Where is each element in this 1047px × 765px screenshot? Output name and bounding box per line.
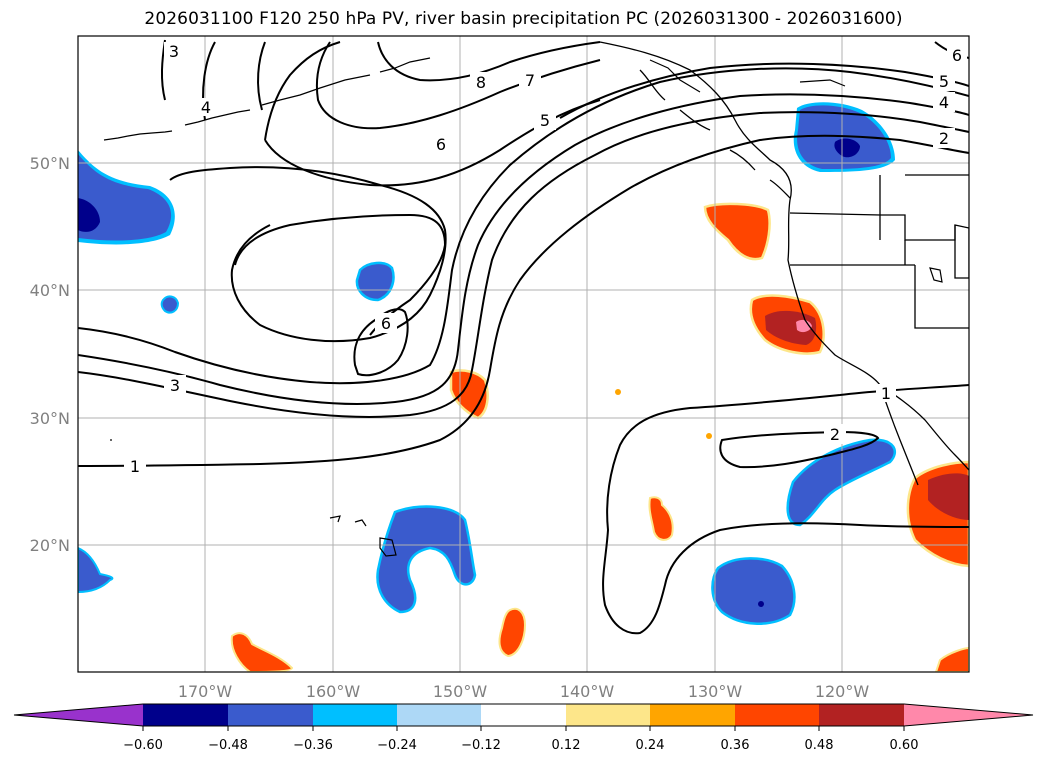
lon-label-120w: 120°W — [815, 682, 870, 701]
pv-contour-1-east — [602, 384, 969, 635]
pv-label: 2 — [830, 425, 840, 444]
pv-contour-6-small — [353, 308, 409, 377]
colorbar-tick-label: −0.60 — [123, 738, 163, 753]
pv-contour-3 — [78, 93, 969, 405]
precip-negative-region — [78, 546, 114, 594]
precip-negative-region-baja — [786, 438, 896, 527]
lat-label-50n: 50°N — [30, 154, 70, 173]
lon-label-170w: 170°W — [178, 682, 233, 701]
precip-positive-region-mexico — [906, 460, 969, 568]
pv-contour-1-west — [78, 134, 969, 467]
colorbar-segment — [313, 704, 397, 726]
lat-label-30n: 30°N — [30, 409, 70, 428]
colorbar-tick-label: 0.48 — [805, 738, 834, 753]
colorbar-tick-label: −0.36 — [293, 738, 333, 753]
colorbar-segment — [397, 704, 481, 726]
gridlines — [78, 36, 969, 672]
pv-label: 3 — [169, 42, 179, 61]
pv-label: 4 — [939, 93, 949, 112]
lon-label-160w: 160°W — [306, 682, 361, 701]
pv-contour-6-ring — [234, 213, 447, 336]
colorbar-tick-label: −0.48 — [208, 738, 248, 753]
pv-label: 1 — [881, 384, 891, 403]
colorbar: −0.60 −0.48 −0.36 −0.24 −0.12 0.12 0.24 … — [13, 703, 1034, 753]
pv-label: 7 — [525, 71, 535, 90]
lon-label-130w: 130°W — [688, 682, 743, 701]
pv-contour-2-east — [719, 430, 880, 469]
colorbar-extend-max — [904, 704, 1033, 726]
pv-label: 5 — [939, 72, 949, 91]
longitude-labels: 170°W 160°W 150°W 140°W 130°W 120°W — [178, 682, 870, 701]
pv-label: 5 — [540, 111, 550, 130]
coastlines — [599, 41, 969, 486]
pv-label: 6 — [381, 314, 391, 333]
precip-speck — [615, 389, 621, 395]
pv-contours — [78, 39, 969, 635]
precip-negative-region — [355, 261, 395, 302]
pv-contour-labels: 1 2 3 3 4 5 6 6 7 8 1 2 4 5 — [124, 42, 967, 476]
precip-speck — [706, 433, 712, 439]
pv-contour-2-west — [78, 111, 969, 418]
latitude-labels: 50°N 40°N 30°N 20°N — [30, 154, 70, 555]
colorbar-segment — [650, 704, 735, 726]
lat-label-20n: 20°N — [30, 536, 70, 555]
precip-anomaly-layer — [78, 102, 969, 672]
pv-contour-6-outer — [169, 166, 447, 343]
map-area: 1 2 3 3 4 5 6 6 7 8 1 2 4 5 — [78, 36, 969, 672]
islands — [103, 57, 943, 557]
precip-positive-region-california — [749, 294, 825, 355]
colorbar-segment — [143, 704, 228, 726]
lat-label-40n: 40°N — [30, 281, 70, 300]
colorbar-extend-min — [14, 704, 143, 726]
colorbar-tick-label: −0.24 — [377, 738, 417, 753]
precip-positive-region — [230, 632, 294, 672]
precip-positive-region — [648, 496, 674, 541]
pv-label: 6 — [952, 46, 962, 65]
precip-negative-region — [711, 557, 796, 625]
pv-contour-4 — [78, 67, 969, 385]
colorbar-tick-label: 0.12 — [552, 738, 581, 753]
colorbar-segment — [481, 704, 566, 726]
pv-label: 8 — [476, 73, 486, 92]
pv-contour-5-top — [257, 41, 266, 111]
colorbar-segment — [735, 704, 819, 726]
colorbar-tick-label: 0.60 — [890, 738, 919, 753]
colorbar-tick-label: 0.36 — [721, 738, 750, 753]
precip-positive-region — [703, 202, 771, 261]
lon-label-150w: 150°W — [433, 682, 488, 701]
precip-positive-region — [498, 607, 527, 658]
pv-label: 1 — [130, 457, 140, 476]
precip-negative-region — [160, 295, 180, 314]
lon-label-140w: 140°W — [560, 682, 615, 701]
precip-positive-region — [934, 646, 969, 672]
precip-negative-region-west — [78, 150, 175, 245]
pv-contour-6-top — [264, 41, 341, 141]
pv-label: 3 — [170, 376, 180, 395]
colorbar-tick-label: −0.12 — [461, 738, 501, 753]
chart-title: 2026031100 F120 250 hPa PV, river basin … — [144, 9, 903, 29]
colorbar-segment — [228, 704, 313, 726]
pv-label: 4 — [201, 98, 211, 117]
precip-negative-region-hawaii — [376, 505, 477, 614]
colorbar-segment — [819, 704, 904, 726]
pv-label: 6 — [436, 135, 446, 154]
pv-label: 2 — [939, 129, 949, 148]
colorbar-segment — [566, 704, 650, 726]
map-frame — [77, 35, 970, 673]
colorbar-tick-label: 0.24 — [636, 738, 665, 753]
